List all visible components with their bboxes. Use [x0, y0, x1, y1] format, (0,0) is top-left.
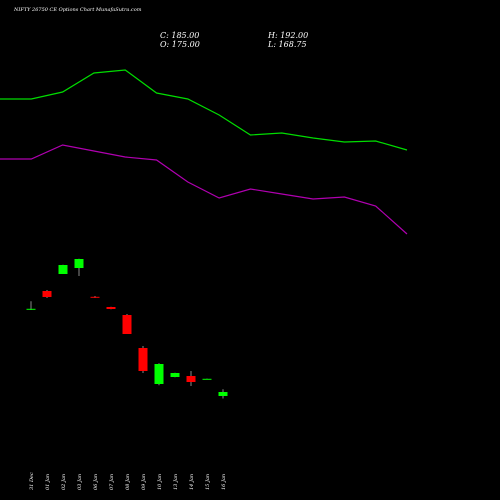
indicator-line [0, 144, 408, 235]
x-tick-label: 13 Jan [173, 474, 179, 490]
candle-body [74, 259, 84, 268]
x-tick-label: 07 Jan [109, 474, 115, 490]
x-tick-label: 08 Jan [125, 474, 131, 490]
candle-body [122, 315, 132, 334]
candle-body [106, 307, 116, 309]
x-tick-label: 09 Jan [141, 474, 147, 490]
x-tick-label: 10 Jan [157, 474, 163, 490]
x-tick-label: 02 Jan [61, 474, 67, 490]
low-text: L: 168.75 [267, 40, 307, 49]
candle-body [154, 364, 164, 384]
candle-body [202, 378, 212, 380]
x-tick-label: 15 Jan [205, 474, 211, 490]
candle-body [90, 296, 100, 298]
candle-body [58, 265, 68, 274]
candle-body [138, 348, 148, 371]
indicator-line [0, 69, 408, 151]
x-tick-label: 01 Jan [45, 474, 51, 490]
candle-body [186, 376, 196, 382]
candle-body [26, 308, 36, 310]
x-tick-label: 14 Jan [189, 474, 195, 490]
candle-body [218, 392, 228, 396]
x-tick-label: 16 Jan [221, 474, 227, 490]
x-tick-label: 06 Jan [93, 474, 99, 490]
x-tick-label: 31 Dec [29, 472, 35, 490]
candle-body [170, 373, 180, 377]
high-text: H: 192.00 [267, 31, 308, 40]
candle-body [42, 291, 52, 297]
close-text: C: 185.00 [160, 31, 199, 40]
x-tick-label: 03 Jan [77, 474, 83, 490]
open-text: O: 175.00 [160, 40, 200, 49]
chart-title: NIFTY 26750 CE Options Chart MunafaSutra… [13, 7, 142, 13]
